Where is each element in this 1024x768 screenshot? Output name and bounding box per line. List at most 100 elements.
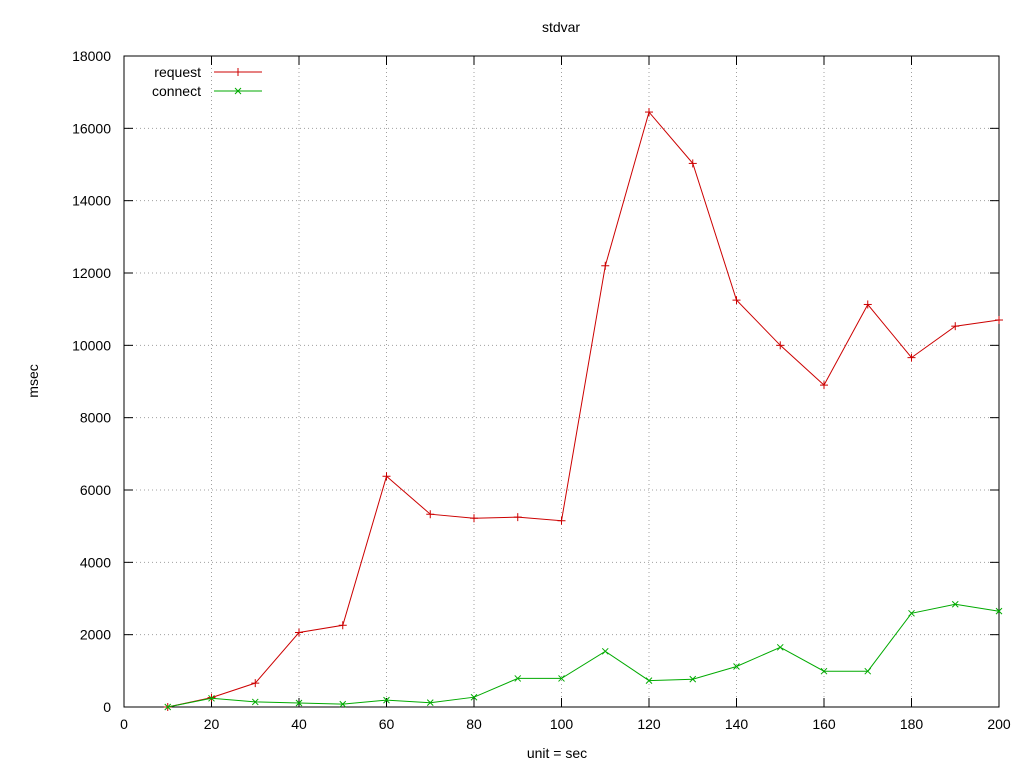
data-point-connect-d2 (339, 700, 347, 708)
data-point-connect (645, 677, 653, 684)
y-axis-label: msec (25, 364, 41, 397)
data-point-connect (776, 643, 784, 651)
data-point-connect-d2 (601, 647, 609, 655)
y-tick-label: 6000 (80, 482, 111, 498)
data-point-connect (514, 675, 522, 682)
data-point-request (601, 261, 610, 270)
data-point-connect (251, 698, 259, 706)
y-tick-label: 10000 (72, 337, 111, 353)
data-point-connect (208, 694, 215, 702)
data-point-connect (295, 699, 303, 707)
legend-item-request: request (154, 64, 262, 80)
data-point-connect-d2 (820, 667, 828, 675)
data-point-connect (864, 667, 872, 675)
data-point-connect-d2 (951, 600, 959, 608)
x-tick-label: 60 (379, 716, 395, 732)
data-point-connect-d2 (164, 703, 172, 711)
data-point-connect-d2 (295, 699, 303, 707)
data-point-request (820, 381, 828, 390)
legend-marker (234, 68, 242, 76)
data-point-request (951, 322, 960, 331)
data-point-connect (689, 675, 697, 683)
legend-label: request (154, 64, 201, 80)
data-point-request (907, 353, 916, 362)
data-point-request (863, 300, 872, 309)
data-point-connect (339, 700, 347, 708)
data-point-connect (733, 663, 740, 670)
plot-area-border (123, 55, 1000, 708)
x-tick-label: 100 (550, 716, 574, 732)
x-tick-label: 20 (204, 716, 220, 732)
data-point-request (732, 296, 741, 305)
legend-item-connect: connect (152, 83, 262, 99)
data-point-request (470, 514, 478, 523)
x-tick-label: 200 (987, 716, 1011, 732)
data-point-connect (426, 699, 434, 707)
series-connect (164, 600, 1003, 711)
data-point-connect-d2 (689, 675, 697, 683)
series-line-connect (167, 603, 1000, 708)
x-tick-label: 0 (120, 716, 128, 732)
data-point-request (688, 159, 697, 168)
data-point-connect-d2 (776, 643, 784, 651)
x-tick-label: 120 (637, 716, 661, 732)
data-point-connect-d2 (908, 609, 915, 617)
data-point-connect (908, 609, 915, 617)
data-point-connect (951, 600, 959, 608)
data-point-request (776, 341, 785, 350)
data-point-connect-d2 (426, 699, 434, 707)
series-request (163, 108, 1003, 711)
data-point-connect (383, 696, 390, 704)
data-point-request (513, 513, 522, 522)
data-point-connect-d2 (208, 694, 215, 702)
data-point-connect (558, 675, 565, 682)
data-point-connect-d2 (470, 693, 478, 701)
data-point-connect-d2 (383, 696, 390, 704)
data-point-request (207, 693, 216, 702)
data-point-request (645, 108, 653, 117)
chart-title: stdvar (542, 19, 580, 35)
y-tick-label: 12000 (72, 265, 111, 281)
data-point-request (251, 679, 260, 688)
data-point-connect-d2 (558, 675, 565, 682)
series-layer (163, 108, 1003, 711)
data-point-request (338, 621, 347, 630)
data-point-connect (995, 607, 1003, 615)
y-tick-label: 18000 (72, 48, 111, 64)
x-tick-label: 160 (812, 716, 836, 732)
x-axis-label: unit = sec (527, 745, 587, 761)
y-tick-label: 4000 (80, 554, 111, 570)
data-point-connect-d2 (864, 667, 872, 675)
data-point-connect (601, 647, 609, 655)
data-point-request (295, 628, 303, 637)
x-tick-label: 140 (725, 716, 749, 732)
grid (124, 56, 999, 707)
y-tick-label: 2000 (80, 627, 111, 643)
data-point-connect-d2 (514, 675, 522, 682)
series-line-request (167, 111, 1000, 708)
data-point-connect-d2 (251, 698, 259, 706)
x-tick-label: 40 (291, 716, 307, 732)
y-tick-label: 14000 (72, 193, 111, 209)
data-point-request (382, 472, 391, 481)
y-tick-label: 16000 (72, 120, 111, 136)
axis-ticks: 0 20 40 60 80 100 120 140 160 180 2000200040006000… (72, 48, 1011, 732)
x-tick-label: 180 (900, 716, 924, 732)
data-point-request (557, 516, 566, 525)
data-point-request (426, 510, 435, 519)
data-point-request (995, 316, 1003, 325)
data-point-connect-d2 (645, 677, 653, 684)
legend-marker (234, 87, 242, 95)
legend-label: connect (152, 83, 201, 99)
data-point-connect (164, 703, 172, 711)
y-tick-label: 0 (103, 699, 111, 715)
data-point-connect-d2 (995, 607, 1003, 615)
y-tick-label: 8000 (80, 410, 111, 426)
data-point-connect (470, 693, 478, 701)
x-tick-label: 80 (466, 716, 482, 732)
data-point-connect (820, 667, 828, 675)
legend-marker-d2 (234, 87, 242, 95)
data-point-connect-d2 (733, 663, 740, 670)
legend: request connect (152, 64, 262, 99)
